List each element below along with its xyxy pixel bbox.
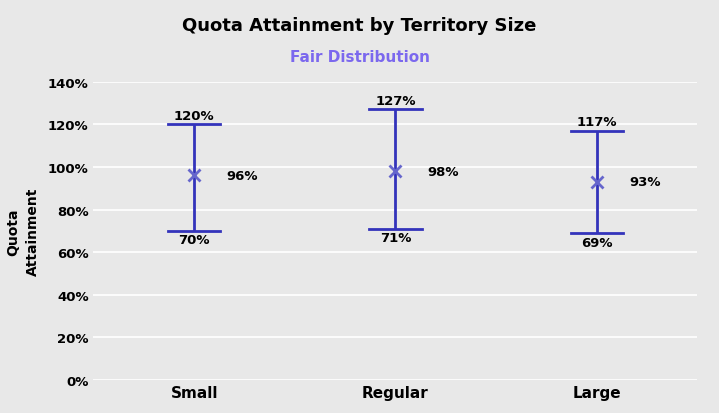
Text: 96%: 96% [226,170,258,183]
Text: 127%: 127% [375,95,416,108]
Text: 70%: 70% [178,234,210,247]
Text: Fair Distribution: Fair Distribution [290,50,429,64]
Text: 93%: 93% [629,176,661,189]
Text: 98%: 98% [428,165,459,178]
Text: 71%: 71% [380,232,411,244]
Text: 117%: 117% [577,116,617,129]
Text: 120%: 120% [174,109,214,123]
Y-axis label: Quota
Attainment: Quota Attainment [6,187,40,275]
Text: Quota Attainment by Territory Size: Quota Attainment by Territory Size [183,17,536,34]
Text: 69%: 69% [581,236,613,249]
